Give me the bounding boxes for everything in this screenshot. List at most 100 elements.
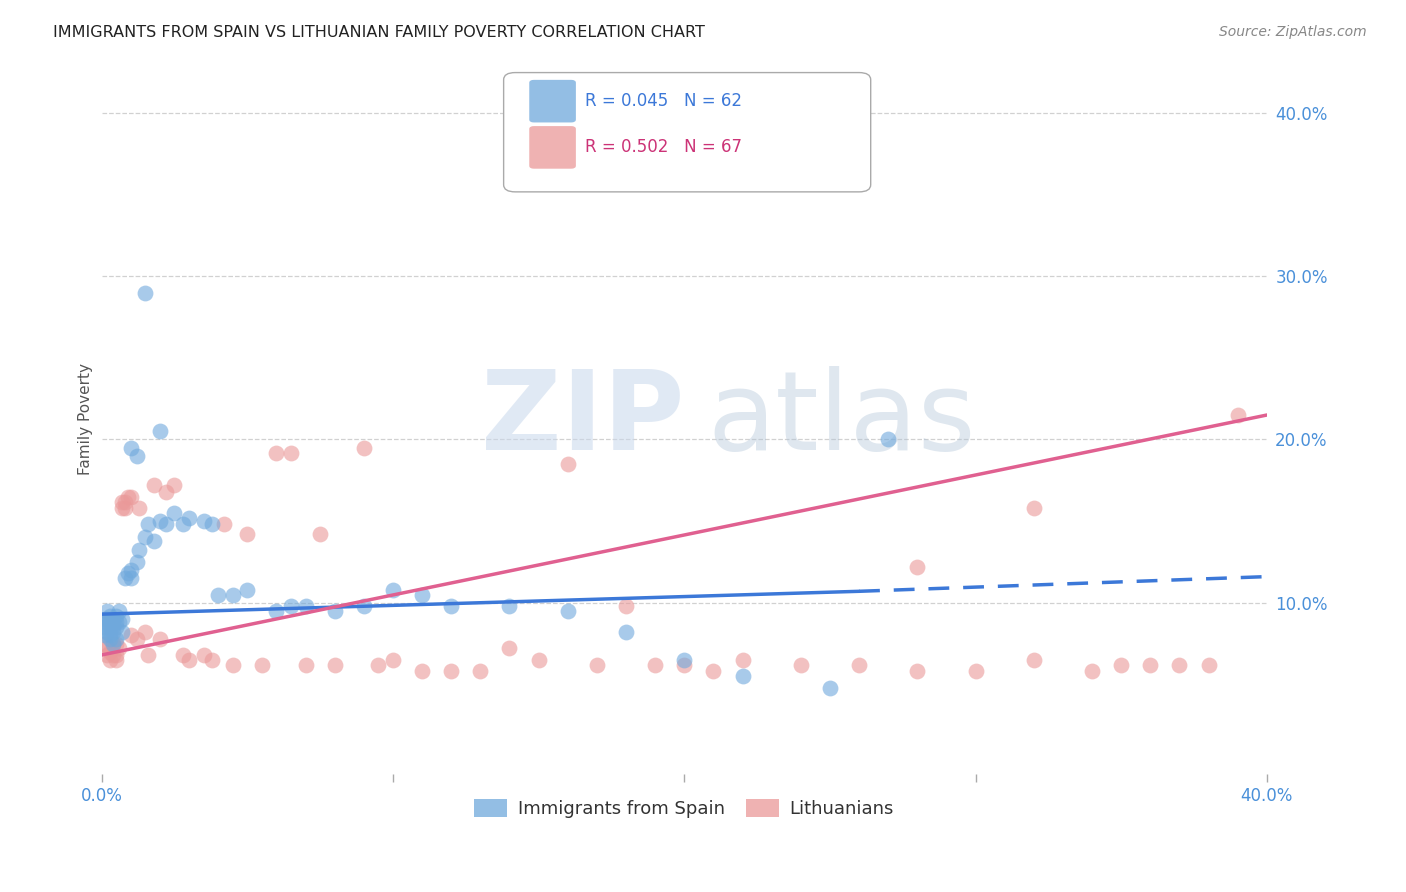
Point: [673, 657, 696, 672]
Point: [323, 657, 346, 672]
Point: [163, 506, 186, 520]
Point: [96, 641, 118, 656]
Text: R = 0.502   N = 67: R = 0.502 N = 67: [585, 138, 742, 156]
Point: [440, 599, 463, 613]
Legend: Immigrants from Spain, Lithuanians: Immigrants from Spain, Lithuanians: [467, 792, 901, 825]
Point: [1109, 657, 1132, 672]
Point: [207, 588, 229, 602]
Point: [280, 445, 302, 459]
Point: [294, 599, 316, 613]
Text: atlas: atlas: [707, 366, 976, 473]
Point: [557, 604, 579, 618]
Point: [93, 636, 115, 650]
Point: [98, 653, 121, 667]
Point: [105, 653, 128, 667]
Point: [149, 425, 172, 439]
Point: [557, 457, 579, 471]
Point: [103, 618, 125, 632]
Point: [201, 653, 224, 667]
Point: [527, 653, 550, 667]
Point: [381, 653, 404, 667]
Point: [1022, 653, 1045, 667]
Point: [280, 599, 302, 613]
Point: [111, 494, 134, 508]
Point: [818, 681, 841, 695]
Point: [353, 599, 375, 613]
Point: [103, 612, 125, 626]
Point: [103, 625, 125, 640]
Point: [103, 648, 125, 662]
Point: [103, 636, 125, 650]
Point: [586, 657, 609, 672]
Point: [498, 599, 520, 613]
Point: [149, 514, 172, 528]
Point: [1081, 665, 1104, 679]
Point: [702, 665, 724, 679]
Point: [134, 531, 156, 545]
Point: [105, 620, 128, 634]
Point: [367, 657, 389, 672]
Point: [93, 620, 115, 634]
Point: [965, 665, 987, 679]
Point: [155, 517, 177, 532]
Point: [98, 608, 121, 623]
Point: [266, 445, 288, 459]
Point: [172, 517, 194, 532]
Point: [163, 478, 186, 492]
Point: [120, 628, 142, 642]
Point: [143, 478, 166, 492]
Point: [790, 657, 813, 672]
Point: [201, 517, 224, 532]
Point: [614, 599, 637, 613]
Point: [117, 490, 139, 504]
Point: [266, 604, 288, 618]
Point: [731, 653, 754, 667]
Point: [236, 527, 259, 541]
Point: [236, 582, 259, 597]
Point: [111, 501, 134, 516]
FancyBboxPatch shape: [529, 80, 576, 122]
Point: [98, 628, 121, 642]
Point: [98, 620, 121, 634]
Point: [93, 612, 115, 626]
Point: [411, 588, 433, 602]
Point: [155, 484, 177, 499]
Point: [172, 648, 194, 662]
Point: [440, 665, 463, 679]
Point: [108, 604, 131, 618]
Point: [644, 657, 666, 672]
Point: [731, 669, 754, 683]
Point: [136, 517, 159, 532]
Point: [120, 563, 142, 577]
Point: [96, 612, 118, 626]
Point: [96, 604, 118, 618]
Point: [143, 533, 166, 548]
Point: [114, 571, 136, 585]
Point: [193, 514, 215, 528]
Point: [117, 566, 139, 581]
FancyBboxPatch shape: [503, 72, 870, 192]
Point: [905, 665, 928, 679]
Point: [128, 543, 150, 558]
Point: [193, 648, 215, 662]
Text: IMMIGRANTS FROM SPAIN VS LITHUANIAN FAMILY POVERTY CORRELATION CHART: IMMIGRANTS FROM SPAIN VS LITHUANIAN FAMI…: [53, 25, 706, 40]
Point: [411, 665, 433, 679]
Point: [877, 433, 900, 447]
Point: [309, 527, 332, 541]
Point: [105, 636, 128, 650]
Text: R = 0.045   N = 62: R = 0.045 N = 62: [585, 92, 742, 110]
Point: [125, 632, 148, 646]
Point: [498, 641, 520, 656]
Point: [381, 582, 404, 597]
Point: [103, 636, 125, 650]
Point: [250, 657, 273, 672]
Point: [105, 608, 128, 623]
Point: [120, 571, 142, 585]
Point: [120, 490, 142, 504]
Point: [120, 441, 142, 455]
Point: [114, 501, 136, 516]
Point: [1139, 657, 1161, 672]
Point: [1226, 408, 1249, 422]
Point: [222, 588, 245, 602]
Point: [125, 449, 148, 463]
